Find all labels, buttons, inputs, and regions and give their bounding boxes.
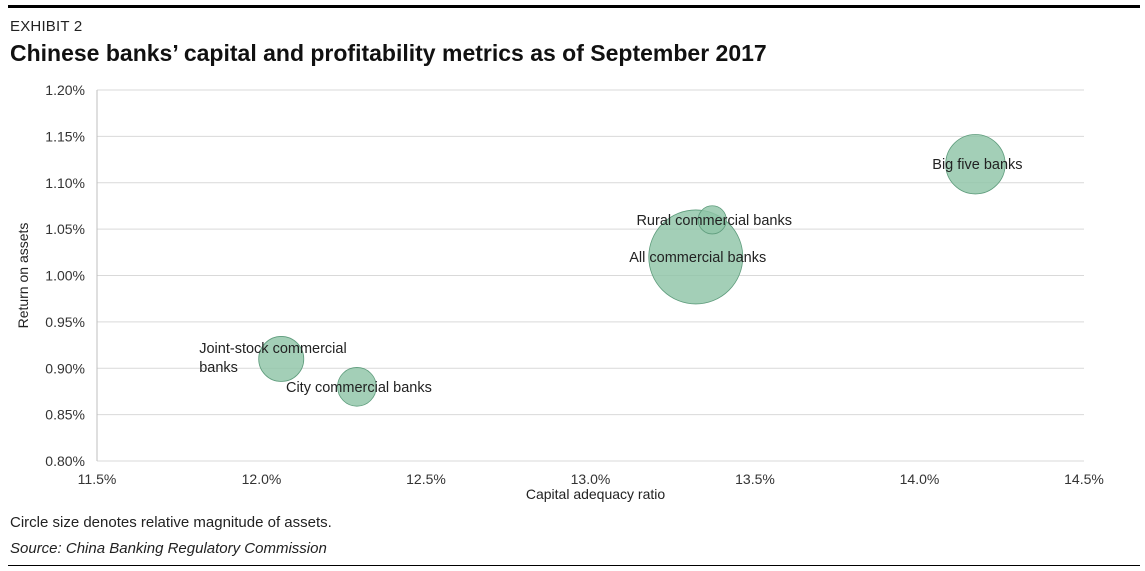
bubble [337, 367, 377, 407]
x-tick-label: 13.0% [571, 471, 611, 487]
x-tick-label: 14.0% [900, 471, 940, 487]
y-tick-label: 0.90% [45, 360, 85, 376]
exhibit-label: EXHIBIT 2 [10, 18, 83, 35]
y-tick-label: 0.95% [45, 314, 85, 330]
y-axis-title: Return on assets [15, 223, 31, 329]
source-note: Source: China Banking Regulatory Commiss… [10, 540, 327, 557]
bubble-label: Big five banks [932, 157, 1022, 173]
chart-title: Chinese banks’ capital and profitability… [10, 40, 767, 66]
x-tick-label: 13.5% [735, 471, 775, 487]
bubble [648, 209, 744, 305]
y-tick-label: 1.00% [45, 268, 85, 284]
bubble-label: Rural commercial banks [636, 213, 792, 229]
x-axis-title: Capital adequacy ratio [526, 486, 666, 502]
bubble [697, 205, 727, 235]
y-tick-label: 1.20% [45, 82, 85, 98]
x-tick-label: 12.0% [242, 471, 282, 487]
bubbles [258, 134, 1006, 407]
bubble-label: Joint-stock commercial banks [199, 341, 346, 376]
bottom-rule [8, 565, 1140, 566]
x-tick-label: 14.5% [1064, 471, 1104, 487]
bubble-label: City commercial banks [286, 380, 432, 396]
y-tick-label: 1.05% [45, 221, 85, 237]
y-tick-label: 0.80% [45, 453, 85, 469]
axes: 0.80% 0.85% 0.90% 0.95% 1.00% 1.05% 1.10% 1.15%… [45, 82, 1104, 487]
top-rule [8, 5, 1140, 8]
size-note: Circle size denotes relative magnitude o… [10, 514, 332, 531]
y-tick-label: 1.10% [45, 175, 85, 191]
bubble [945, 134, 1006, 195]
bubble [258, 336, 305, 382]
y-tick-label: 0.85% [45, 407, 85, 423]
x-tick-label: 12.5% [406, 471, 446, 487]
x-tick-label: 11.5% [78, 471, 117, 487]
y-tick-label: 1.15% [45, 128, 85, 144]
bubble-labels: Joint-stock commercial banks City commerci… [199, 157, 1022, 396]
grid-lines [97, 89, 1084, 462]
bubble-label: All commercial banks [629, 250, 766, 266]
